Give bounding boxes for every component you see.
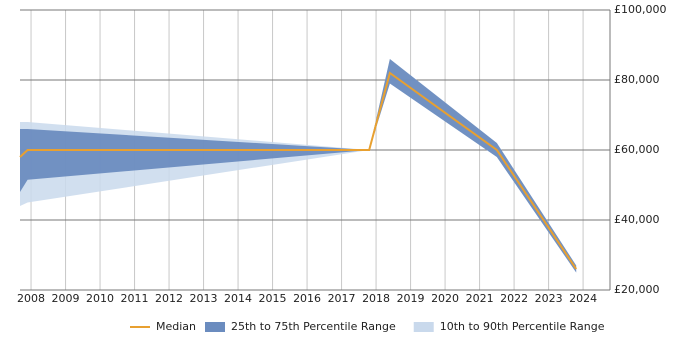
x-tick-label: 2021 <box>466 292 494 305</box>
x-tick-label: 2018 <box>362 292 390 305</box>
x-tick-label: 2022 <box>500 292 528 305</box>
legend-label: 25th to 75th Percentile Range <box>231 320 396 333</box>
x-tick-label: 2011 <box>121 292 149 305</box>
legend-swatch <box>413 322 434 332</box>
x-tick-label: 2013 <box>190 292 218 305</box>
x-tick-label: 2017 <box>328 292 356 305</box>
x-tick-label: 2024 <box>569 292 597 305</box>
y-tick-label: £100,000 <box>614 3 667 16</box>
x-tick-label: 2020 <box>431 292 459 305</box>
x-tick-label: 2014 <box>224 292 252 305</box>
y-tick-label: £20,000 <box>614 283 660 296</box>
x-tick-label: 2019 <box>397 292 425 305</box>
x-tick-label: 2009 <box>52 292 80 305</box>
y-tick-label: £60,000 <box>614 143 660 156</box>
x-tick-label: 2008 <box>17 292 45 305</box>
x-tick-label: 2012 <box>155 292 183 305</box>
x-tick-label: 2023 <box>535 292 563 305</box>
x-tick-label: 2016 <box>293 292 321 305</box>
percentile-band <box>20 59 577 273</box>
legend-label: Median <box>156 320 196 333</box>
x-tick-label: 2015 <box>259 292 287 305</box>
y-tick-label: £40,000 <box>614 213 660 226</box>
legend-label: 10th to 90th Percentile Range <box>440 320 605 333</box>
median-line <box>19 71 578 270</box>
legend-swatch <box>205 322 225 332</box>
x-tick-label: 2010 <box>86 292 114 305</box>
y-tick-label: £80,000 <box>614 73 660 86</box>
